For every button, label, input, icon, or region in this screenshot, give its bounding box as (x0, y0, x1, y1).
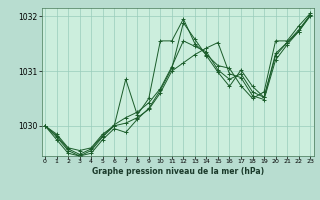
X-axis label: Graphe pression niveau de la mer (hPa): Graphe pression niveau de la mer (hPa) (92, 167, 264, 176)
